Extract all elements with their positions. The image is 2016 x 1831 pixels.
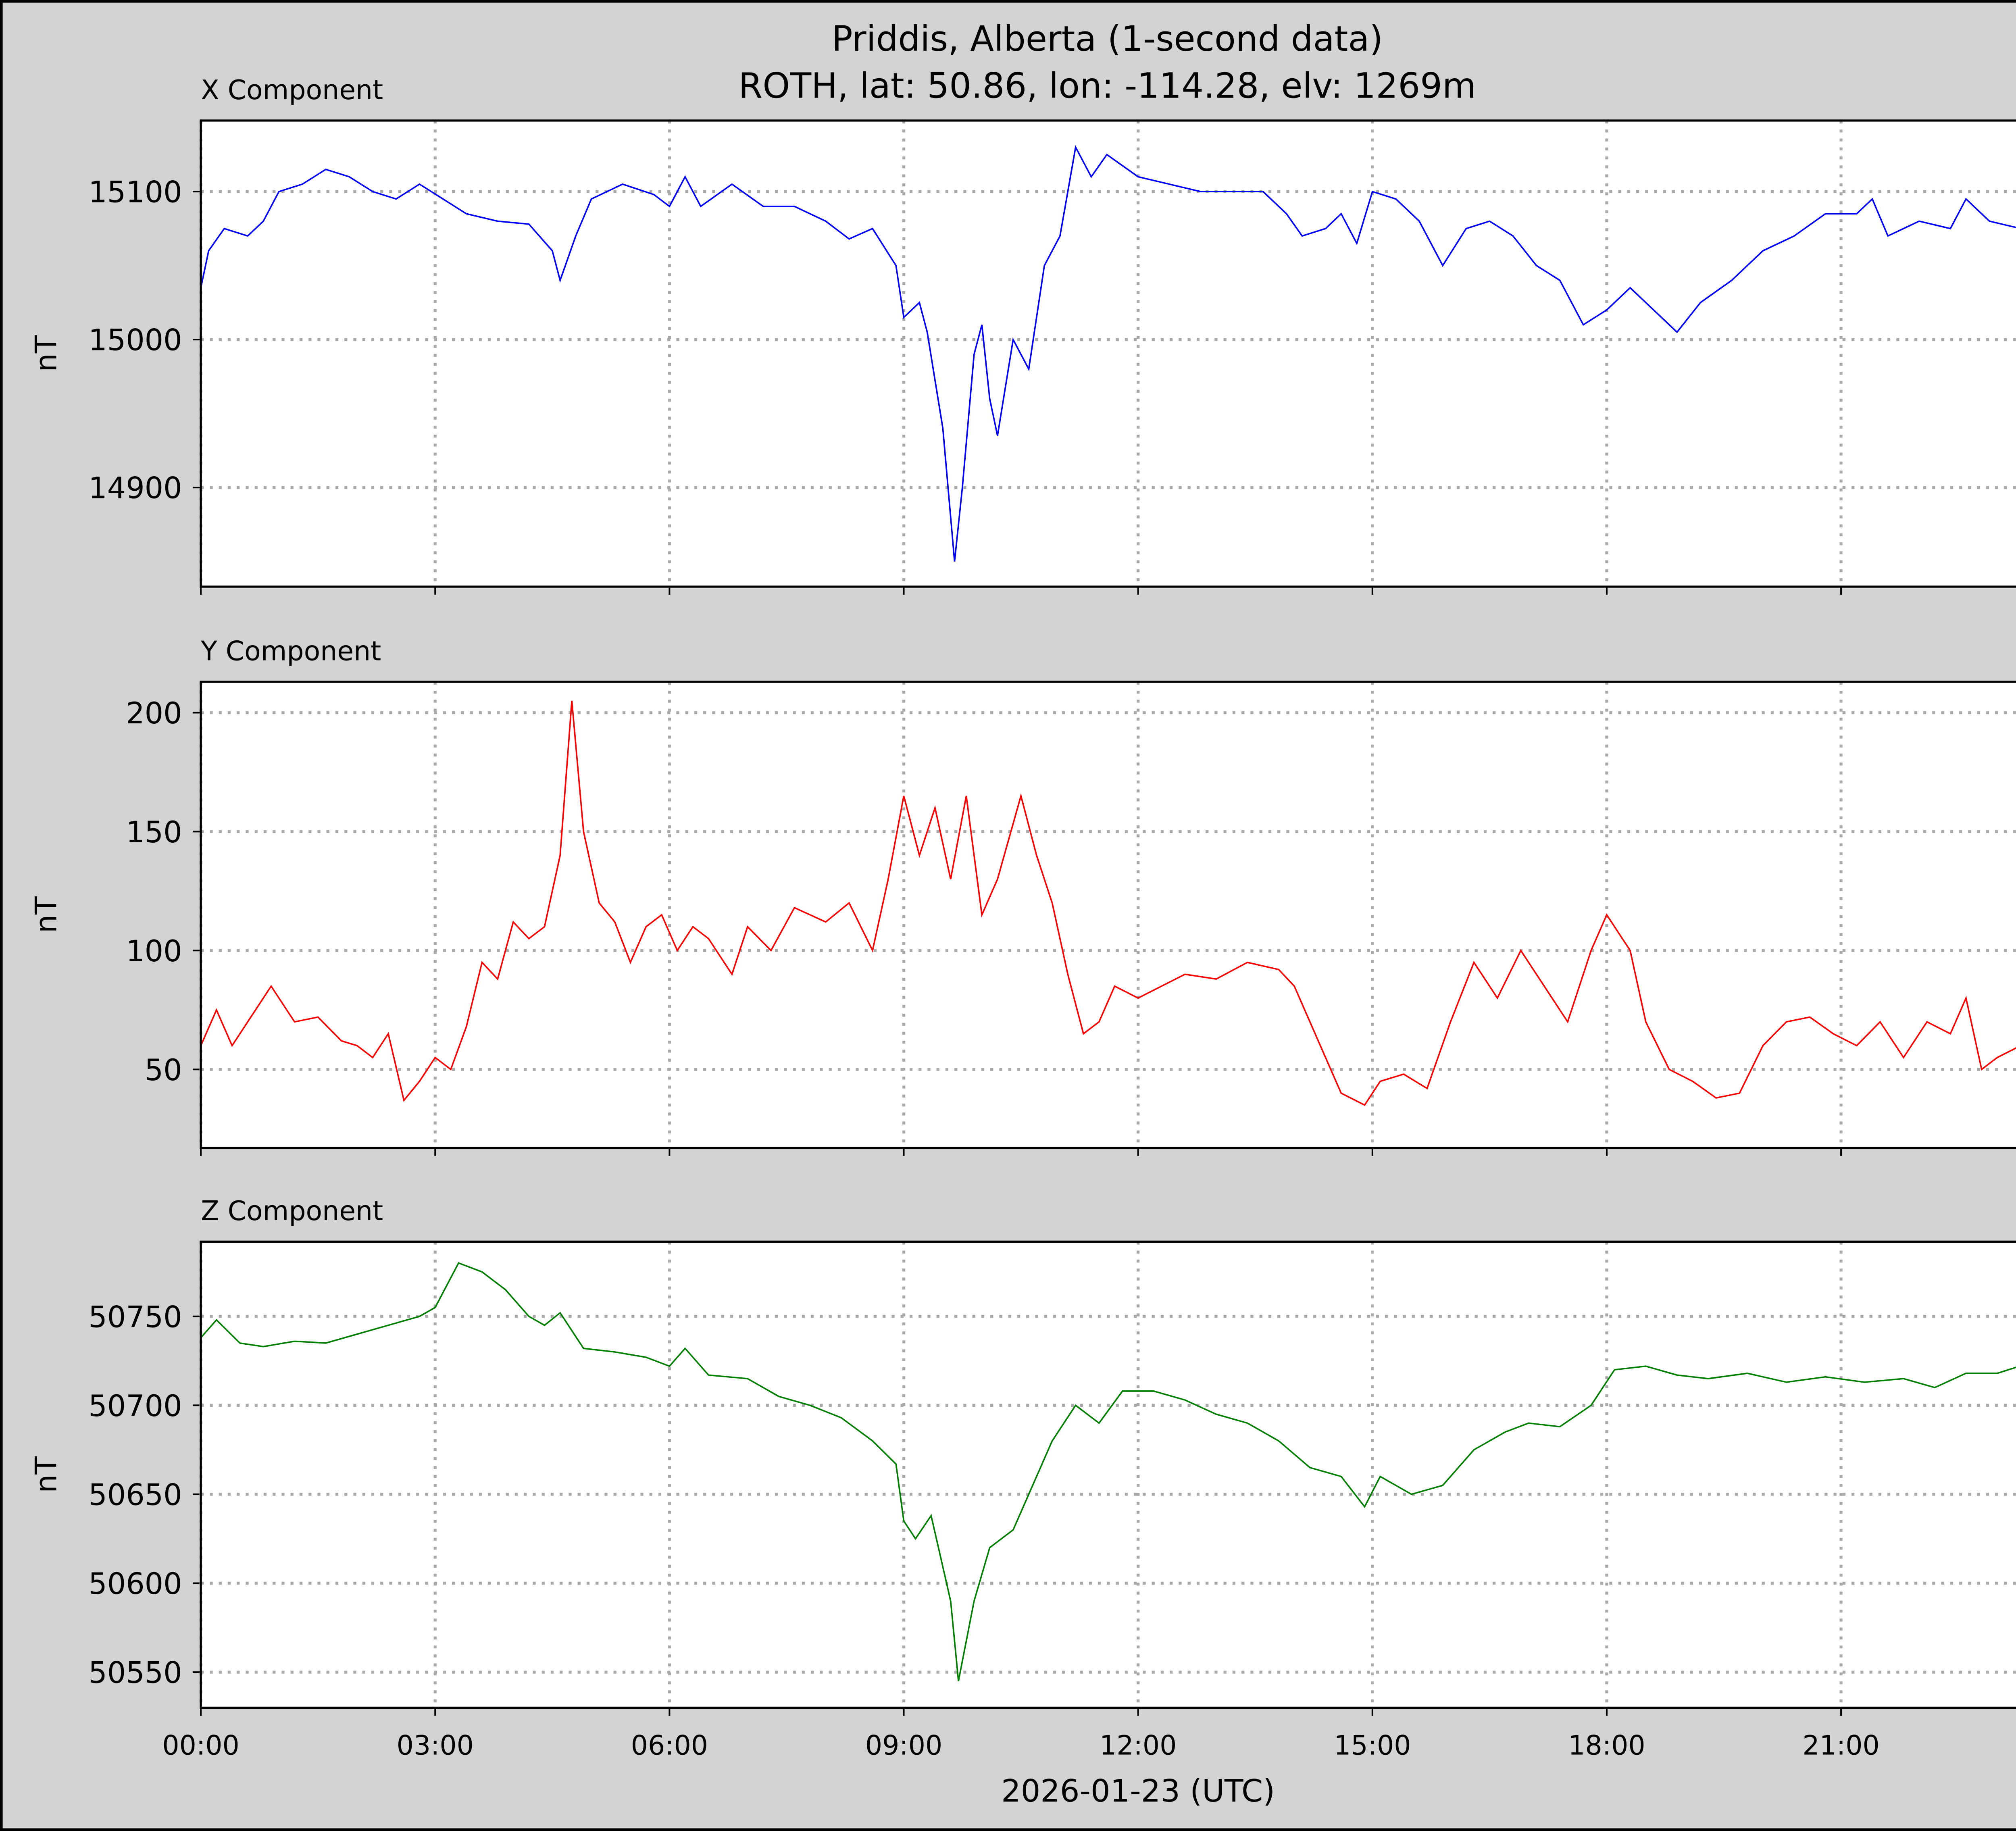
y-tick-label: 50600 — [88, 1567, 182, 1601]
y-tick-label: 50700 — [88, 1389, 182, 1423]
panel-title: Y Component — [200, 635, 381, 667]
y-tick-label: 50650 — [88, 1478, 182, 1512]
data-line — [200, 1262, 2016, 1681]
y-tick-label: 50 — [145, 1053, 182, 1087]
y-tick-label: 15000 — [88, 323, 182, 358]
data-line — [200, 700, 2016, 1106]
figure-subtitle: ROTH, lat: 50.86, lon: -114.28, elv: 126… — [738, 66, 1476, 106]
x-axis-label: 2026-01-23 (UTC) — [1001, 1773, 1275, 1809]
y-tick-label: 50750 — [88, 1300, 182, 1334]
x-tick-label: 21:00 — [1802, 1730, 1879, 1761]
y-axis-label: nT — [29, 335, 63, 372]
x-tick-label: 06:00 — [631, 1730, 708, 1761]
figure-title: Priddis, Alberta (1-second data) — [832, 19, 1383, 59]
x-tick-label: 00:00 — [162, 1730, 239, 1761]
panel-title: Z Component — [201, 1195, 383, 1227]
plot-frame — [200, 119, 2016, 588]
plot-area — [201, 120, 2016, 587]
y-tick-label: 15100 — [88, 175, 182, 210]
y-tick-label: 150 — [126, 815, 182, 850]
x-tick-label: 18:00 — [1568, 1730, 1645, 1761]
panel-title: X Component — [201, 74, 383, 106]
y-tick-label: 50550 — [88, 1656, 182, 1690]
y-tick-label: 200 — [126, 696, 182, 731]
plot-frame — [200, 1240, 2016, 1709]
plot-frame — [200, 681, 2016, 1149]
y-axis-label: nT — [29, 896, 63, 933]
x-tick-label: 15:00 — [1334, 1730, 1411, 1761]
plot-area — [201, 681, 2016, 1148]
data-line — [200, 145, 2016, 562]
y-tick-label: 14900 — [88, 471, 182, 506]
y-tick-label: 100 — [126, 934, 182, 969]
y-axis-label: nT — [29, 1456, 63, 1493]
x-tick-label: 09:00 — [865, 1730, 942, 1761]
x-tick-label: 03:00 — [397, 1730, 474, 1761]
plot-area — [201, 1241, 2016, 1708]
x-tick-label: 12:00 — [1100, 1730, 1177, 1761]
